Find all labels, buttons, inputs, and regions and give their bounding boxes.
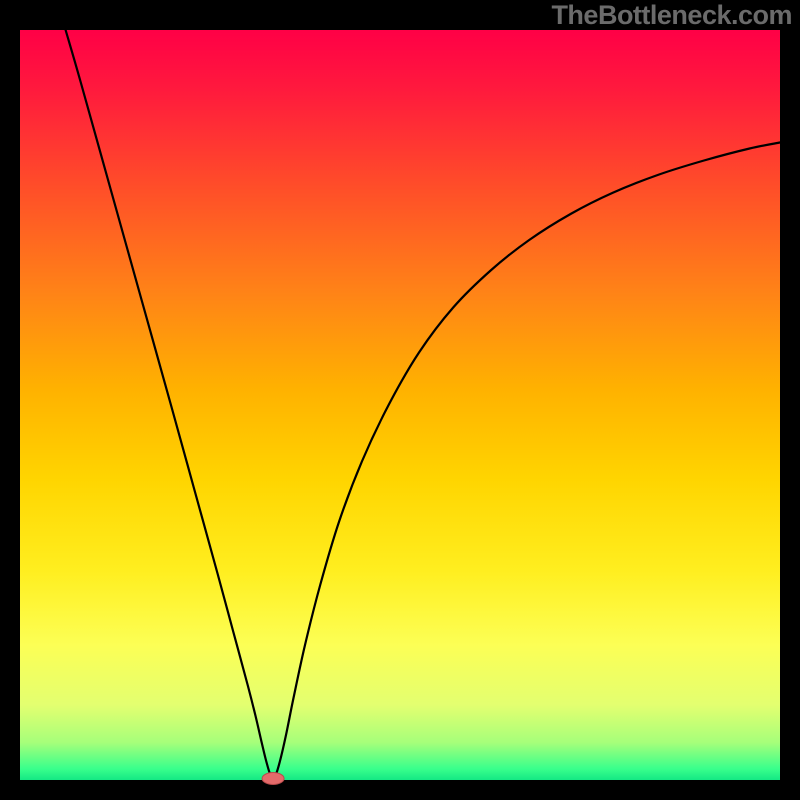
chart-frame: TheBottleneck.com xyxy=(0,0,800,800)
chart-plot-area xyxy=(20,30,780,780)
watermark-text: TheBottleneck.com xyxy=(551,0,792,31)
optimum-marker xyxy=(262,773,284,785)
bottleneck-chart xyxy=(0,0,800,800)
